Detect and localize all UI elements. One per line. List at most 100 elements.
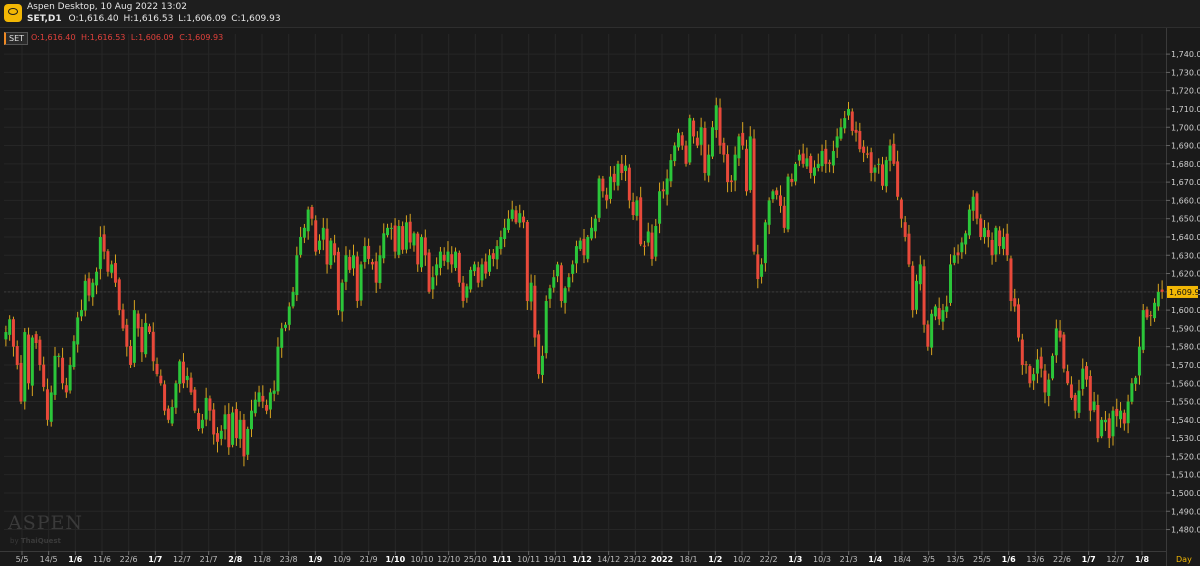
x-tick-label: 25/5	[973, 555, 991, 564]
candle-up	[306, 209, 310, 232]
candle-down	[484, 261, 488, 274]
x-tick-label: 10/9	[333, 555, 351, 564]
candle-up	[654, 226, 658, 257]
candle-down	[370, 261, 374, 265]
candle-up	[79, 310, 83, 317]
candle-up	[272, 390, 276, 394]
candle-up	[1077, 390, 1081, 413]
candle-up	[1100, 419, 1104, 437]
candle-down	[911, 265, 915, 311]
chart-grid	[4, 34, 1166, 551]
symbol-legend-tag[interactable]: SET	[4, 32, 29, 45]
candle-down	[858, 131, 862, 150]
candle-up	[574, 246, 578, 264]
candle-down	[1043, 370, 1047, 393]
candle-down	[117, 279, 121, 311]
candle-up	[812, 167, 816, 176]
x-tick-label: 1/12	[572, 555, 592, 564]
x-tick-label: 22/6	[1053, 555, 1071, 564]
candle-down	[639, 197, 643, 245]
time-axis[interactable]: 5/5 14/5 1/6 11/6 22/6 1/7 12/7 21/7 2/8 11/8 23/8…	[0, 551, 1192, 564]
x-tick-label: 5/5	[16, 555, 29, 564]
close-value: C:1,609.93	[231, 14, 281, 24]
x-tick-label: 1/10	[386, 555, 406, 564]
y-tick-label: 1,690.00	[1171, 142, 1200, 151]
candle-up	[1032, 374, 1036, 381]
candle-down	[620, 163, 624, 173]
candle-up	[23, 332, 27, 402]
candle-up	[1081, 368, 1085, 389]
candle-down	[136, 313, 140, 329]
last-price-tag	[1167, 285, 1198, 298]
candle-down	[151, 331, 155, 362]
legend-open: O:1,616.40	[31, 33, 76, 42]
candle-up	[178, 361, 182, 384]
candle-down	[355, 256, 359, 301]
symbol-summary: SET,D1 O:1,616.40 H:1,616.53 L:1,606.09 …	[27, 14, 283, 24]
candle-up	[404, 222, 408, 250]
candle-up	[295, 255, 299, 296]
x-tick-label: 18/1	[680, 555, 698, 564]
candle-up	[204, 397, 208, 420]
candle-up	[438, 251, 442, 268]
candle-up	[529, 282, 533, 302]
candle-down	[1069, 384, 1073, 398]
candle-up	[831, 151, 835, 166]
candle-up	[616, 163, 620, 186]
candle-up	[673, 145, 677, 162]
candle-up	[1119, 410, 1123, 420]
candle-down	[975, 193, 979, 219]
x-tick-label: 13/5	[946, 555, 964, 564]
candle-down	[824, 148, 828, 164]
candle-up	[174, 383, 178, 408]
candle-down	[1005, 233, 1009, 256]
candle-up	[578, 240, 582, 250]
candle-up	[608, 176, 612, 199]
candle-up	[472, 264, 476, 272]
candle-down	[113, 263, 117, 283]
x-tick-label: 22/6	[120, 555, 138, 564]
candle-down	[896, 161, 900, 197]
candle-down	[922, 266, 926, 325]
y-tick-label: 1,720.00	[1171, 87, 1200, 96]
candle-up	[359, 264, 363, 301]
price-axis[interactable]: 1,740.00 1,730.00 1,720.00 1,710.00 1,700.00…	[1166, 28, 1200, 566]
candle-up	[563, 288, 567, 303]
candle-up	[219, 430, 223, 439]
y-tick-label: 1,530.00	[1171, 434, 1200, 443]
candle-down	[986, 230, 990, 237]
aspen-logo-icon	[4, 4, 22, 22]
candle-up	[49, 392, 53, 422]
candle-down	[1096, 404, 1100, 439]
candle-up	[820, 151, 824, 167]
open-value: O:1,616.40	[68, 14, 119, 24]
x-tick-label: 12/10	[437, 555, 460, 564]
candle-up	[760, 264, 764, 277]
candle-up	[4, 332, 8, 340]
candle-down	[1160, 289, 1164, 292]
candle-down	[491, 253, 495, 259]
x-tick-label: 1/11	[492, 555, 512, 564]
candle-down	[45, 389, 49, 420]
candle-up	[378, 255, 382, 284]
candle-down	[1122, 412, 1126, 424]
candle-down	[801, 153, 805, 164]
candle-up	[688, 118, 692, 163]
candle-down	[1145, 309, 1149, 318]
candle-up	[1156, 291, 1160, 307]
x-tick-label: 10/11	[517, 555, 540, 564]
x-tick-label: 2022	[651, 555, 673, 564]
y-tick-label: 1,580.00	[1171, 343, 1200, 352]
candle-up	[1051, 355, 1055, 379]
candle-up	[873, 167, 877, 173]
candle-up	[1047, 379, 1051, 396]
candle-down	[537, 334, 541, 375]
x-tick-label: 1/8	[1135, 555, 1149, 564]
x-tick-label: 1/4	[868, 555, 882, 564]
candle-down	[336, 251, 340, 311]
x-tick-label: 21/7	[200, 555, 218, 564]
y-tick-label: 1,570.00	[1171, 361, 1200, 370]
candle-up	[503, 227, 507, 239]
x-tick-label: 14/12	[597, 555, 620, 564]
